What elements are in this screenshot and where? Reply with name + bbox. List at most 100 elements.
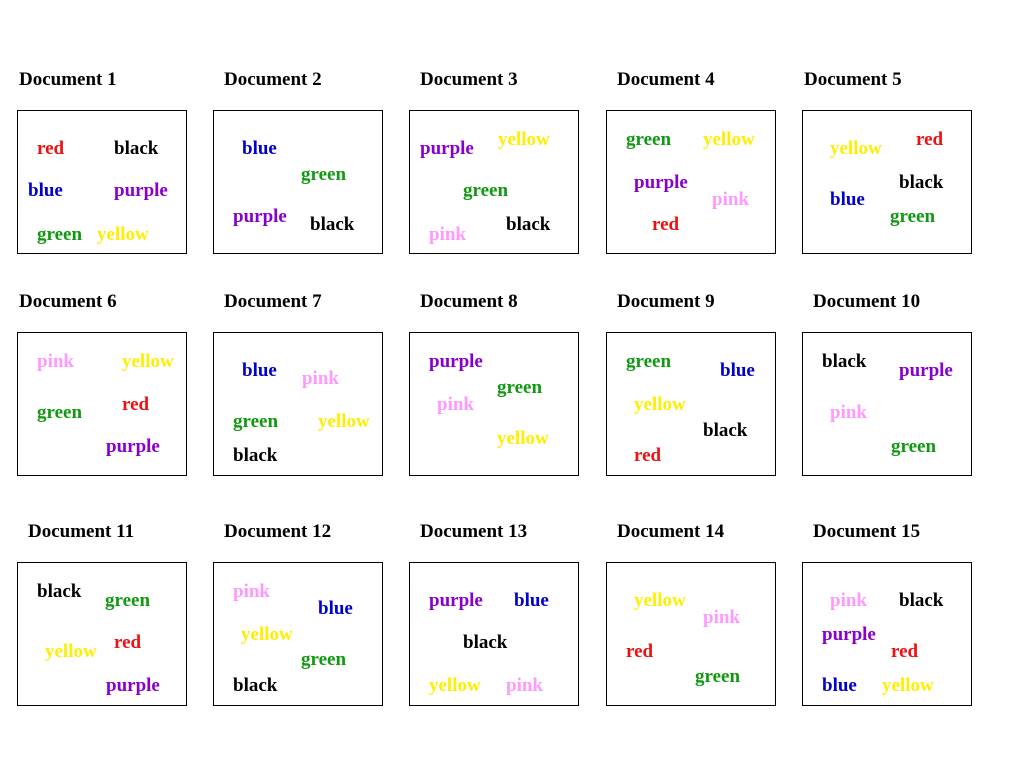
color-word-yellow: yellow bbox=[429, 675, 481, 696]
color-word-black: black bbox=[233, 675, 278, 696]
color-word-red: red bbox=[626, 641, 654, 662]
color-word-black: black bbox=[899, 590, 944, 611]
color-word-black: black bbox=[310, 214, 355, 235]
color-word-yellow: yellow bbox=[830, 138, 882, 159]
color-word-red: red bbox=[122, 394, 150, 415]
color-word-green: green bbox=[105, 590, 151, 611]
document-3-title: Document 3 bbox=[420, 69, 518, 90]
color-word-yellow: yellow bbox=[634, 394, 686, 415]
color-word-green: green bbox=[37, 224, 83, 245]
document-8-title: Document 8 bbox=[420, 291, 518, 312]
color-word-pink: pink bbox=[830, 590, 867, 611]
color-word-purple: purple bbox=[634, 172, 688, 193]
color-word-yellow: yellow bbox=[882, 675, 934, 696]
color-word-pink: pink bbox=[506, 675, 543, 696]
document-14-title: Document 14 bbox=[617, 521, 725, 542]
color-word-green: green bbox=[695, 666, 741, 687]
document-9-title: Document 9 bbox=[617, 291, 715, 312]
color-word-green: green bbox=[497, 377, 543, 398]
color-word-blue: blue bbox=[822, 675, 857, 696]
color-word-pink: pink bbox=[233, 581, 270, 602]
color-word-pink: pink bbox=[429, 224, 466, 245]
document-5-title: Document 5 bbox=[804, 69, 902, 90]
color-word-pink: pink bbox=[830, 402, 867, 423]
document-9-box: green blue yellow black red bbox=[606, 332, 776, 476]
color-word-green: green bbox=[37, 402, 83, 423]
color-word-purple: purple bbox=[114, 180, 168, 201]
color-word-black: black bbox=[506, 214, 551, 235]
document-10-box: black purple pink green bbox=[802, 332, 972, 476]
color-word-yellow: yellow bbox=[497, 428, 549, 449]
color-word-pink: pink bbox=[302, 368, 339, 389]
document-1-title: Document 1 bbox=[19, 69, 117, 90]
color-word-blue: blue bbox=[318, 598, 353, 619]
color-word-black: black bbox=[703, 420, 748, 441]
document-8-box: purple green pink yellow bbox=[409, 332, 579, 476]
color-word-blue: blue bbox=[830, 189, 865, 210]
color-word-red: red bbox=[37, 138, 65, 159]
document-3-box: yellow purple green pink black bbox=[409, 110, 579, 254]
color-word-green: green bbox=[301, 164, 347, 185]
color-word-yellow: yellow bbox=[45, 641, 97, 662]
color-word-purple: purple bbox=[429, 590, 483, 611]
document-7-title: Document 7 bbox=[224, 291, 322, 312]
document-6-title: Document 6 bbox=[19, 291, 117, 312]
color-word-green: green bbox=[890, 206, 936, 227]
color-word-purple: purple bbox=[106, 675, 160, 696]
color-word-red: red bbox=[916, 129, 944, 150]
document-11-title: Document 11 bbox=[28, 521, 135, 542]
document-1-box: red black blue purple green yellow bbox=[17, 110, 187, 254]
color-word-pink: pink bbox=[437, 394, 474, 415]
color-word-purple: purple bbox=[822, 624, 876, 645]
color-word-red: red bbox=[114, 632, 142, 653]
color-word-yellow: yellow bbox=[97, 224, 149, 245]
document-5-box: red yellow black blue green bbox=[802, 110, 972, 254]
document-7-box: blue pink green yellow black bbox=[213, 332, 383, 476]
color-word-yellow: yellow bbox=[634, 590, 686, 611]
color-word-green: green bbox=[626, 351, 672, 372]
color-word-blue: blue bbox=[242, 360, 277, 381]
document-10-title: Document 10 bbox=[813, 291, 921, 312]
color-word-pink: pink bbox=[712, 189, 749, 210]
document-12-box: pink blue yellow green black bbox=[213, 562, 383, 706]
document-4-title: Document 4 bbox=[617, 69, 715, 90]
color-word-blue: blue bbox=[720, 360, 755, 381]
color-word-black: black bbox=[233, 445, 278, 466]
document-2-box: blue green purple black bbox=[213, 110, 383, 254]
color-word-black: black bbox=[463, 632, 508, 653]
color-word-green: green bbox=[891, 436, 937, 457]
color-word-pink: pink bbox=[703, 607, 740, 628]
document-6-box: pink yellow red green purple bbox=[17, 332, 187, 476]
document-15-box: pink black purple red blue yellow bbox=[802, 562, 972, 706]
color-word-yellow: yellow bbox=[498, 129, 550, 150]
color-word-yellow: yellow bbox=[318, 411, 370, 432]
color-word-black: black bbox=[114, 138, 159, 159]
document-4-box: green yellow purple pink red bbox=[606, 110, 776, 254]
document-12-title: Document 12 bbox=[224, 521, 332, 542]
color-word-black: black bbox=[37, 581, 82, 602]
color-word-green: green bbox=[301, 649, 347, 670]
color-word-purple: purple bbox=[420, 138, 474, 159]
color-word-red: red bbox=[891, 641, 919, 662]
document-14-box: yellow pink red green bbox=[606, 562, 776, 706]
color-word-yellow: yellow bbox=[241, 624, 293, 645]
color-word-purple: purple bbox=[106, 436, 160, 457]
document-15-title: Document 15 bbox=[813, 521, 921, 542]
color-word-red: red bbox=[652, 214, 680, 235]
color-word-purple: purple bbox=[429, 351, 483, 372]
color-word-purple: purple bbox=[233, 206, 287, 227]
document-13-title: Document 13 bbox=[420, 521, 528, 542]
color-word-yellow: yellow bbox=[122, 351, 174, 372]
color-word-green: green bbox=[463, 180, 509, 201]
color-word-green: green bbox=[233, 411, 279, 432]
color-word-black: black bbox=[822, 351, 867, 372]
color-word-yellow: yellow bbox=[703, 129, 755, 150]
document-13-box: purple blue black yellow pink bbox=[409, 562, 579, 706]
color-word-blue: blue bbox=[242, 138, 277, 159]
color-word-green: green bbox=[626, 129, 672, 150]
color-word-blue: blue bbox=[514, 590, 549, 611]
document-11-box: black green red yellow purple bbox=[17, 562, 187, 706]
color-word-red: red bbox=[634, 445, 662, 466]
color-word-purple: purple bbox=[899, 360, 953, 381]
color-word-black: black bbox=[899, 172, 944, 193]
